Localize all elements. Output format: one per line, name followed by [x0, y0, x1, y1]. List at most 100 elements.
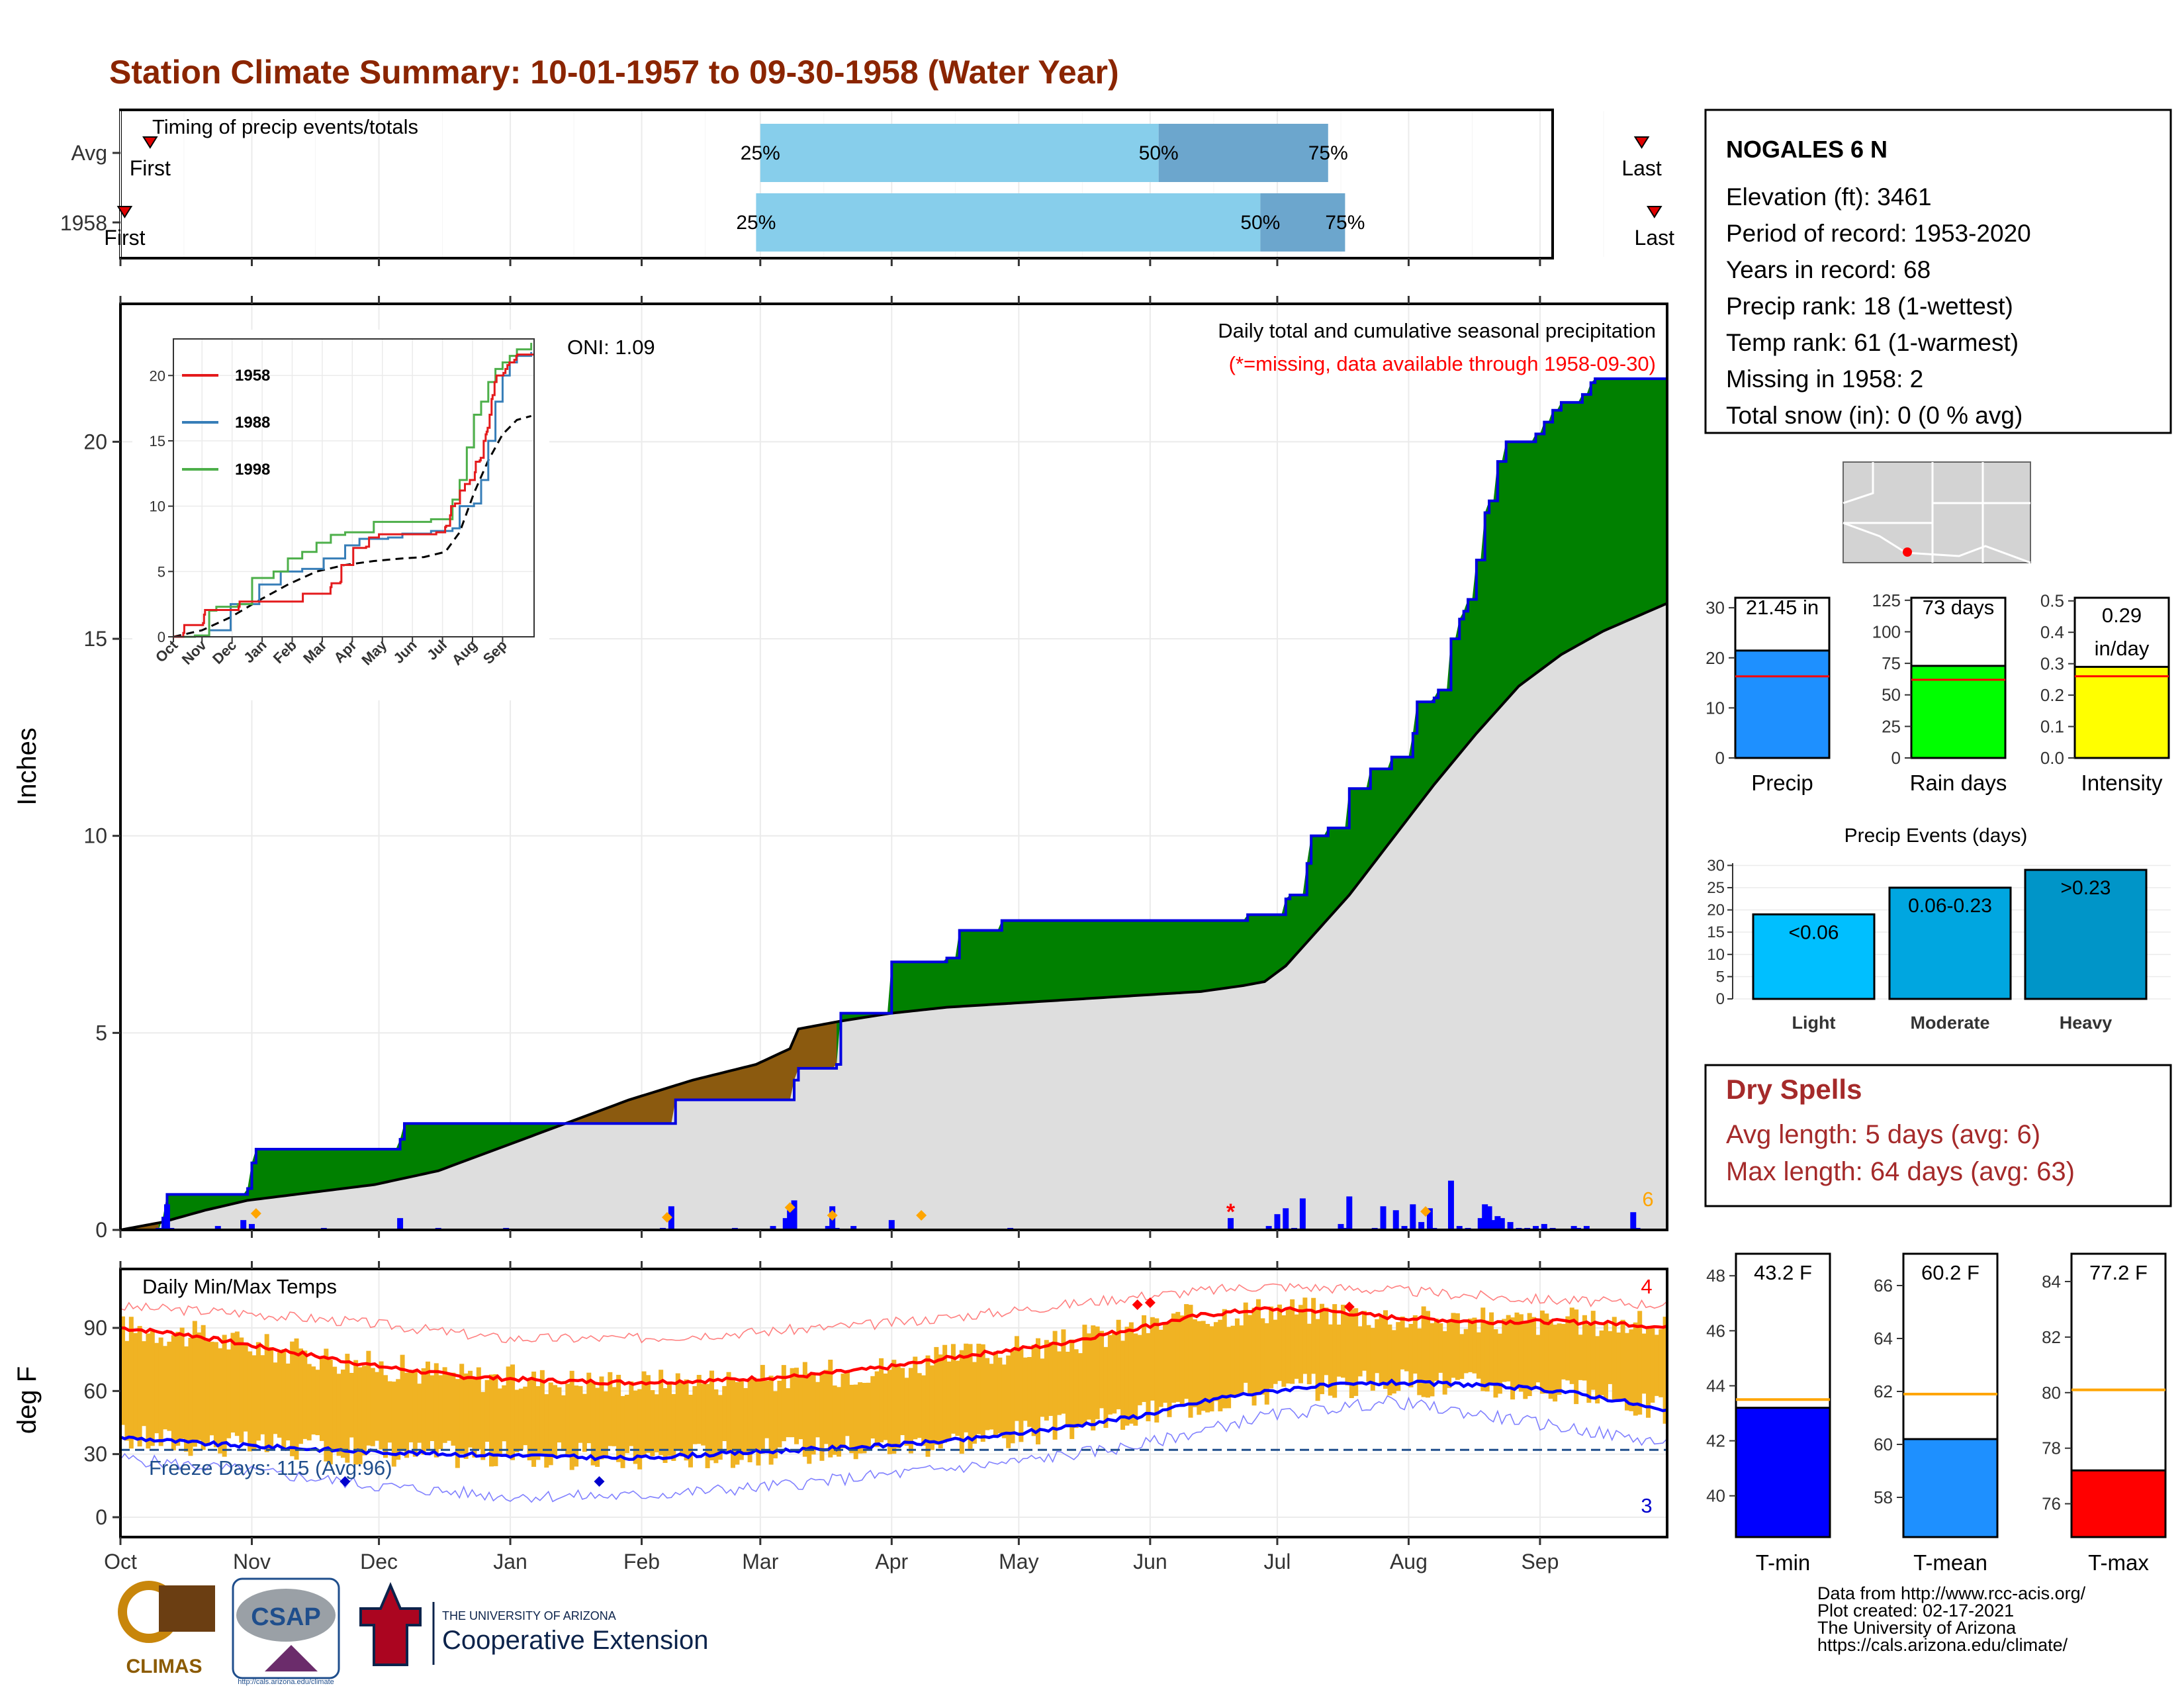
temp-summary-ytick-label: 80: [2042, 1383, 2061, 1403]
missing-count: 6: [1642, 1188, 1653, 1211]
daily-temp-bar: [535, 1385, 541, 1460]
daily-temp-bar: [1438, 1323, 1443, 1373]
events-bar-value: 0.06-0.23: [1908, 895, 1992, 917]
daily-temp-bar: [1319, 1303, 1324, 1395]
daily-temp-bar: [1255, 1299, 1261, 1394]
daily-temp-bar: [349, 1372, 354, 1438]
temp-summary-value: 43.2 F: [1754, 1261, 1812, 1284]
daily-temp-bar: [539, 1370, 545, 1456]
daily-temp-bar: [768, 1376, 774, 1465]
record-max-marker: [1132, 1299, 1143, 1311]
daily-temp-bar: [188, 1338, 193, 1456]
summary-bar: [2073, 665, 2170, 759]
credit-line: Data from http://www.rcc-acis.org/: [1817, 1583, 2086, 1603]
summary-bar-charts: 0 10 20 30 21.45 in Precip 0 25 50 75 100 125 73 day…: [1706, 590, 2170, 795]
daily-temp-bar: [823, 1370, 829, 1444]
daily-temp-bar: [1340, 1304, 1345, 1378]
summary-ytick-label: 125: [1872, 590, 1901, 610]
daily-precip-bar: [825, 1226, 831, 1230]
daily-temp-bar: [1324, 1307, 1329, 1376]
daily-temp-bar: [1659, 1329, 1664, 1397]
daily-temp-bar: [968, 1344, 973, 1449]
daily-temp-bar: [858, 1382, 863, 1454]
summary-ytick-label: 0.1: [2040, 717, 2064, 737]
credit-line: The University of Arizona: [1817, 1618, 2017, 1638]
daily-temp-bar: [760, 1364, 765, 1454]
daily-precip-bar: [1482, 1204, 1488, 1230]
daily-temp-bar: [1302, 1297, 1308, 1374]
daily-temp-bar: [1370, 1328, 1375, 1391]
summary-ytick-label: 30: [1706, 598, 1725, 618]
daily-temp-bar: [433, 1363, 439, 1458]
daily-temp-bar: [128, 1317, 134, 1449]
daily-temp-bar: [1459, 1334, 1465, 1380]
daily-temp-bar: [1557, 1323, 1562, 1395]
daily-temp-bar: [192, 1321, 197, 1447]
daily-precip-bar: [1494, 1216, 1501, 1230]
daily-temp-bar: [1311, 1297, 1316, 1374]
daily-temp-bar: [463, 1373, 469, 1459]
month-label: Aug: [1390, 1550, 1428, 1573]
timing-q25-label: 25%: [741, 142, 780, 164]
inset-legend-label: 1988: [235, 414, 270, 432]
csap-logo-text: CSAP: [251, 1603, 321, 1631]
daily-temp-bar: [1463, 1329, 1469, 1374]
timing-bar-early: [760, 124, 1159, 182]
footer-logos: CLIMAS CSAP http://cals.arizona.edu/clim…: [118, 1577, 708, 1686]
credit-line: Plot created: 02-17-2021: [1817, 1601, 2014, 1620]
daily-temp-bar: [404, 1372, 409, 1458]
daily-temp-bar: [913, 1356, 918, 1440]
daily-temp-bar: [582, 1393, 587, 1452]
daily-temp-bar: [1184, 1304, 1189, 1399]
events-bar: [2024, 868, 2148, 1000]
record-day-marker: [827, 1210, 838, 1221]
daily-temp-bar: [684, 1379, 689, 1461]
daily-temp-bar: [1078, 1353, 1083, 1427]
daily-temp-bar: [1375, 1319, 1380, 1374]
temp-summary-bar: [1902, 1438, 1999, 1538]
daily-temp-bar: [230, 1333, 236, 1433]
first-event-marker: [142, 136, 158, 149]
daily-temp-bar: [137, 1326, 142, 1447]
daily-temp-bar: [484, 1380, 490, 1442]
daily-temp-bar: [336, 1374, 341, 1456]
daily-temp-bar: [298, 1348, 303, 1444]
daily-temp-bar: [608, 1372, 613, 1446]
daily-temp-bar: [786, 1388, 791, 1438]
temp-summary-ytick-label: 46: [1706, 1321, 1725, 1340]
summary-ytick-label: 0: [1891, 748, 1901, 768]
station-info-line: Elevation (ft): 3461: [1726, 183, 1932, 211]
summary-bar-label: Rain days: [1910, 771, 2007, 795]
daily-temp-bar: [548, 1382, 553, 1466]
observed-cumulative-line: [120, 377, 1667, 1231]
daily-temp-bar: [1468, 1318, 1473, 1372]
daily-temp-bar: [328, 1360, 333, 1465]
csap-url: http://cals.arizona.edu/climate: [238, 1678, 334, 1686]
daily-temp-bar: [120, 1316, 126, 1425]
daily-temp-bar: [1163, 1322, 1168, 1403]
temperature-summary-bars: 40 42 44 46 48 43.2 F T-min 58 60 62 64 66 60.2 F T-m…: [1706, 1252, 2167, 1575]
daily-temp-bar: [1400, 1316, 1405, 1370]
summary-ytick-label: 0: [1715, 748, 1725, 768]
daily-precip-bar: [1299, 1198, 1306, 1230]
summary-value-unit: in/day: [2095, 637, 2150, 660]
daily-temp-bar: [1514, 1312, 1520, 1389]
daily-temp-bar: [1107, 1335, 1113, 1415]
daily-temp-bar: [717, 1395, 723, 1460]
daily-temp-bar: [1506, 1315, 1511, 1382]
daily-temp-bar: [1349, 1309, 1354, 1399]
daily-temp-bar: [908, 1368, 913, 1454]
daily-temp-bar: [815, 1382, 821, 1438]
daily-temp-bar: [345, 1354, 350, 1463]
month-label: Sep: [1521, 1550, 1559, 1573]
dry-spells-max: Max length: 64 days (avg: 63): [1726, 1157, 2075, 1186]
daily-temp-bar: [743, 1387, 749, 1454]
month-label: Apr: [875, 1550, 908, 1573]
daily-temp-bar: [1612, 1317, 1617, 1401]
daily-temp-bar: [1213, 1322, 1218, 1401]
daily-temp-bar: [163, 1346, 168, 1430]
summary-ytick-label: 20: [1706, 648, 1725, 668]
month-label: Jul: [1263, 1550, 1291, 1573]
daily-temp-bar: [599, 1376, 604, 1460]
daily-temp-bar: [201, 1325, 206, 1450]
